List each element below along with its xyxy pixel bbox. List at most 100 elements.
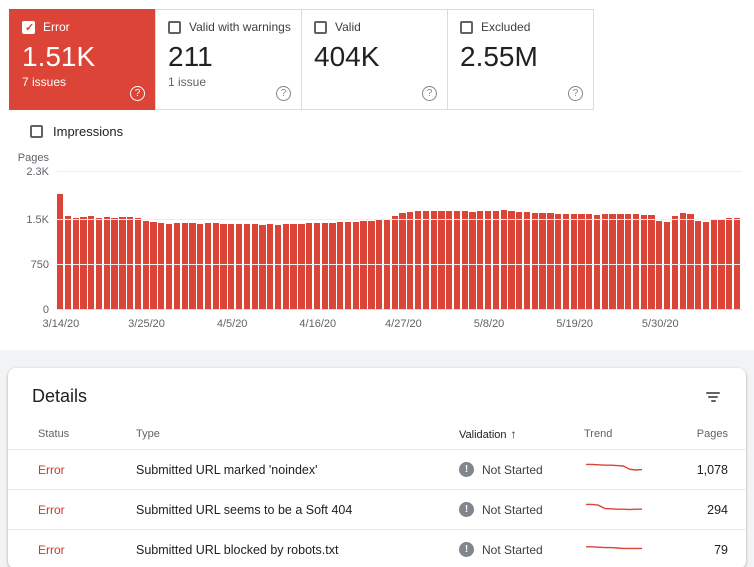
chart-bar[interactable] xyxy=(197,223,204,310)
filter-icon[interactable] xyxy=(702,388,724,406)
chart-bar[interactable] xyxy=(127,217,134,310)
chart-bar[interactable] xyxy=(368,220,375,310)
valid-checkbox[interactable] xyxy=(314,20,327,34)
error-checkbox[interactable] xyxy=(22,20,35,34)
chart-bar[interactable] xyxy=(376,220,383,310)
chart-bar[interactable] xyxy=(243,223,251,310)
chart-bar[interactable] xyxy=(298,223,305,310)
chart-bar[interactable] xyxy=(290,223,297,310)
chart-bar[interactable] xyxy=(446,211,453,310)
chart-bar[interactable] xyxy=(663,221,671,310)
chart-bar[interactable] xyxy=(407,211,414,310)
chart-bar[interactable] xyxy=(165,223,173,310)
help-icon[interactable]: ? xyxy=(276,86,291,101)
table-row[interactable]: Error Submitted URL blocked by robots.tx… xyxy=(8,529,746,567)
chart-bar[interactable] xyxy=(733,217,741,310)
chart-bar[interactable] xyxy=(687,214,694,310)
chart-bar[interactable] xyxy=(562,213,570,310)
chart-bar[interactable] xyxy=(57,194,64,310)
chart-bar[interactable] xyxy=(531,212,538,310)
impressions-checkbox[interactable] xyxy=(30,124,43,138)
chart-bar[interactable] xyxy=(142,221,149,310)
chart-bar[interactable] xyxy=(235,223,243,310)
chart-bar[interactable] xyxy=(228,224,235,310)
chart-bar[interactable] xyxy=(251,224,258,310)
chart-bar[interactable] xyxy=(702,222,710,310)
chart-bar[interactable] xyxy=(181,223,188,310)
chart-bar[interactable] xyxy=(383,220,391,310)
chart-bar[interactable] xyxy=(337,222,344,310)
chart-bar[interactable] xyxy=(492,211,500,310)
chart-bar[interactable] xyxy=(484,210,492,310)
chart-bar[interactable] xyxy=(80,217,87,310)
chart-bar[interactable] xyxy=(158,223,165,310)
chart-bar[interactable] xyxy=(220,223,227,310)
help-icon[interactable]: ? xyxy=(568,86,583,101)
chart-bar[interactable] xyxy=(212,223,219,310)
chart-bar[interactable] xyxy=(508,211,515,310)
chart-bar[interactable] xyxy=(204,223,212,310)
chart-bar[interactable] xyxy=(500,210,507,310)
chart-bar[interactable] xyxy=(632,214,640,310)
chart-bar[interactable] xyxy=(555,214,562,310)
chart-bar[interactable] xyxy=(438,210,445,310)
chart-bar[interactable] xyxy=(516,211,523,310)
status-card-excluded[interactable]: Excluded 2.55M ? xyxy=(447,9,594,110)
chart-bar[interactable] xyxy=(399,212,406,310)
help-icon[interactable]: ? xyxy=(130,86,145,101)
chart-bar[interactable] xyxy=(609,214,616,310)
chart-bar[interactable] xyxy=(282,224,289,310)
chart-bar[interactable] xyxy=(617,214,624,310)
help-icon[interactable]: ? xyxy=(422,86,437,101)
chart-bar[interactable] xyxy=(679,212,686,310)
chart-bar[interactable] xyxy=(414,211,422,310)
chart-bar[interactable] xyxy=(578,214,585,310)
chart-bar[interactable] xyxy=(469,211,476,310)
table-row[interactable]: Error Submitted URL seems to be a Soft 4… xyxy=(8,489,746,529)
chart-bar[interactable] xyxy=(625,213,632,310)
chart-bar[interactable] xyxy=(64,216,72,310)
chart-bar[interactable] xyxy=(570,214,577,310)
chart-bar[interactable] xyxy=(360,221,367,310)
col-validation[interactable]: Validation ↑ xyxy=(459,427,517,441)
chart-bar[interactable] xyxy=(671,216,678,310)
chart-bar[interactable] xyxy=(352,221,359,310)
chart-bar[interactable] xyxy=(306,223,313,310)
chart-bar[interactable] xyxy=(601,214,608,310)
chart-bar[interactable] xyxy=(461,211,468,310)
chart-bar[interactable] xyxy=(422,211,429,310)
chart-bar[interactable] xyxy=(710,220,717,310)
chart-bar[interactable] xyxy=(477,211,484,310)
chart-bar[interactable] xyxy=(103,217,110,310)
chart-bar[interactable] xyxy=(523,212,531,310)
excluded-checkbox[interactable] xyxy=(460,20,473,34)
chart-bar[interactable] xyxy=(640,214,647,310)
chart-bar[interactable] xyxy=(586,214,593,310)
chart-bar[interactable] xyxy=(430,211,437,310)
chart-bar[interactable] xyxy=(72,217,79,310)
chart-bar[interactable] xyxy=(329,223,336,310)
chart-bar[interactable] xyxy=(259,224,266,310)
chart-bar[interactable] xyxy=(547,213,554,310)
chart-bar[interactable] xyxy=(453,211,461,310)
chart-bar[interactable] xyxy=(391,216,398,310)
status-card-valid[interactable]: Valid 404K ? xyxy=(301,9,448,110)
chart-bar[interactable] xyxy=(593,214,601,310)
table-row[interactable]: Error Submitted URL marked 'noindex' ! N… xyxy=(8,449,746,489)
chart-bar[interactable] xyxy=(173,222,180,310)
chart-bar[interactable] xyxy=(539,213,546,310)
chart-bar[interactable] xyxy=(95,217,103,310)
chart-bar[interactable] xyxy=(656,220,663,310)
chart-bar[interactable] xyxy=(695,221,702,310)
chart-bar[interactable] xyxy=(88,216,95,310)
chart-bar[interactable] xyxy=(274,224,282,310)
impressions-toggle[interactable]: Impressions xyxy=(30,123,754,139)
chart-bar[interactable] xyxy=(150,222,157,310)
chart-bar[interactable] xyxy=(321,222,328,310)
chart-bar[interactable] xyxy=(189,223,196,310)
chart-bar[interactable] xyxy=(134,217,142,310)
status-card-valid-with-warnings[interactable]: Valid with warnings 211 1 issue ? xyxy=(155,9,302,110)
chart-bar[interactable] xyxy=(119,217,126,310)
status-card-error[interactable]: Error 1.51K 7 issues ? xyxy=(9,9,156,110)
chart-bar[interactable] xyxy=(344,222,352,310)
